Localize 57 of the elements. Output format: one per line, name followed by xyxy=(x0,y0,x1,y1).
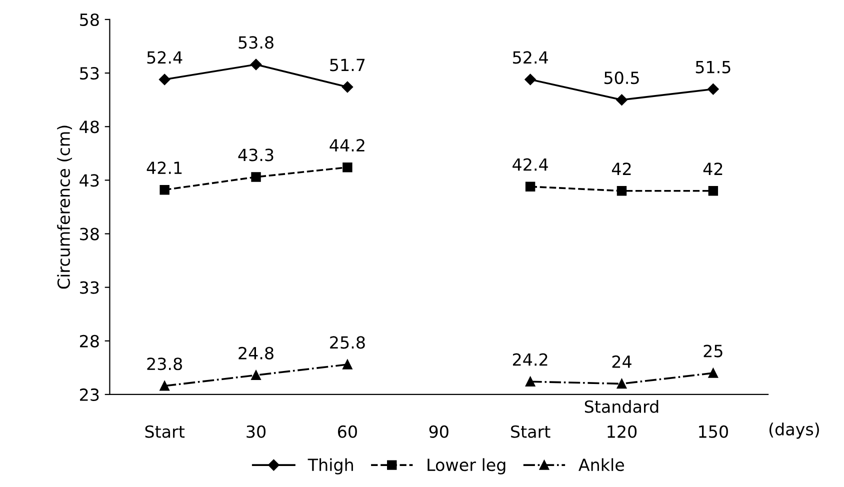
y-tick-label: 38 xyxy=(80,228,99,240)
data-label: 24 xyxy=(612,355,632,368)
point xyxy=(708,368,718,378)
y-tick-label: 23 xyxy=(80,388,99,402)
x-tick-label: 150 xyxy=(699,425,728,438)
point xyxy=(342,81,354,93)
x-tick-label: Start xyxy=(145,425,185,438)
text: Standard xyxy=(584,400,658,413)
legend-label: Thigh xyxy=(308,458,353,474)
point xyxy=(342,162,352,172)
data-label: 51.5 xyxy=(696,61,730,74)
y-tick-label: 33 xyxy=(80,281,99,294)
x-tick-label: 60 xyxy=(338,425,357,438)
point xyxy=(525,376,536,386)
legend-label: Ankle xyxy=(578,458,624,472)
data-label: 24.2 xyxy=(512,353,548,366)
point xyxy=(708,186,718,196)
data-label: 50.5 xyxy=(604,72,639,84)
point xyxy=(158,74,170,86)
data-label: 42.4 xyxy=(512,158,548,171)
point xyxy=(251,370,261,380)
point xyxy=(342,360,352,370)
data-label: 52.4 xyxy=(513,51,548,64)
data-label: 44.2 xyxy=(330,138,364,152)
x-tick-label: 30 xyxy=(246,425,266,438)
point xyxy=(160,381,170,391)
x-tick-label: 90 xyxy=(429,425,448,438)
y-axis-title: Circumference (cm) xyxy=(57,126,72,289)
point xyxy=(525,182,536,192)
y-tick-label: 53 xyxy=(80,67,99,80)
point xyxy=(250,58,262,70)
point xyxy=(616,186,627,196)
data-label: 23.8 xyxy=(147,358,182,370)
data-label: 25.8 xyxy=(330,336,365,349)
x-axis-title: (days) xyxy=(769,422,819,439)
y-tick-label: 48 xyxy=(80,120,99,134)
point xyxy=(251,172,261,182)
data-label: 25 xyxy=(704,344,722,358)
data-label: 53.8 xyxy=(238,36,274,49)
legend-label: Lower leg xyxy=(428,458,506,474)
point xyxy=(160,184,170,195)
data-label: 52.4 xyxy=(147,51,182,64)
data-label: 42.1 xyxy=(146,161,182,174)
data-label: 43.3 xyxy=(238,148,274,162)
data-label: 42 xyxy=(612,162,631,175)
y-tick-label: 58 xyxy=(80,13,99,26)
x-tick-label: Start xyxy=(511,425,550,438)
point xyxy=(708,84,719,95)
y-tick-label: 28 xyxy=(80,334,99,348)
point xyxy=(616,94,628,106)
data-label: 42 xyxy=(703,162,722,175)
point xyxy=(524,74,536,86)
x-tick-label: 120 xyxy=(608,425,637,438)
data-label: 51.7 xyxy=(330,58,365,72)
point xyxy=(616,378,627,389)
y-tick-label: 43 xyxy=(80,174,99,187)
data-label: 24.8 xyxy=(238,346,274,360)
